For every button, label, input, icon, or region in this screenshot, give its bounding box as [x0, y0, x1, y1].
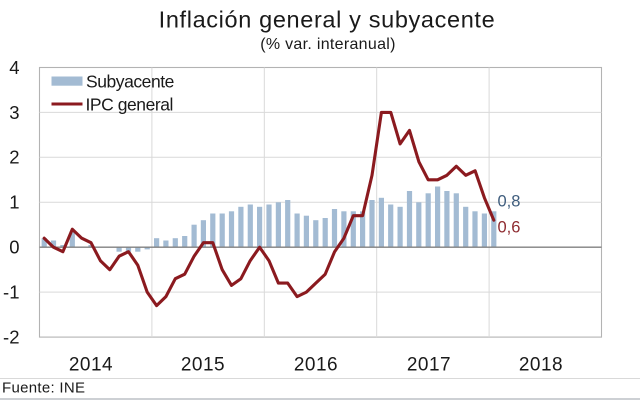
svg-text:Fuente: INE: Fuente: INE — [2, 380, 85, 397]
svg-text:2016: 2016 — [294, 355, 338, 376]
svg-text:1: 1 — [9, 192, 19, 213]
svg-text:Inflación general y subyacente: Inflación general y subyacente — [159, 7, 496, 33]
svg-text:3: 3 — [9, 102, 19, 123]
svg-text:0: 0 — [9, 237, 19, 258]
svg-text:0,8: 0,8 — [498, 193, 521, 211]
svg-text:IPC general: IPC general — [86, 95, 173, 115]
svg-text:Subyacente: Subyacente — [86, 72, 174, 92]
svg-text:-2: -2 — [3, 327, 19, 348]
svg-text:2017: 2017 — [407, 355, 451, 376]
svg-text:-1: -1 — [3, 282, 19, 303]
svg-text:4: 4 — [9, 57, 19, 78]
svg-text:2014: 2014 — [69, 355, 113, 376]
svg-text:2: 2 — [9, 147, 19, 168]
svg-text:2015: 2015 — [181, 355, 225, 376]
svg-text:0,6: 0,6 — [498, 219, 521, 237]
svg-text:(% var. interanual): (% var. interanual) — [260, 36, 396, 53]
svg-text:2018: 2018 — [519, 355, 563, 376]
